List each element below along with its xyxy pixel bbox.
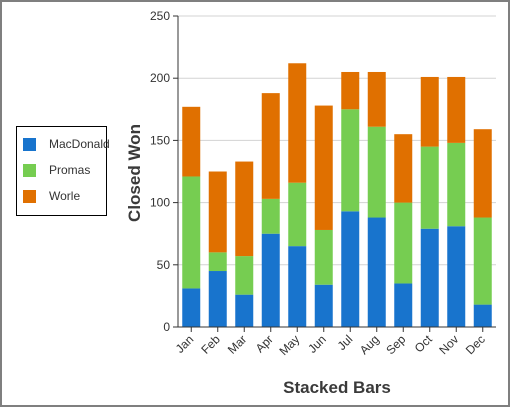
bar-macdonald-sep xyxy=(394,283,413,327)
x-tick-label-dec: Dec xyxy=(463,332,488,357)
bar-macdonald-feb xyxy=(208,271,227,327)
bar-promas-jun xyxy=(314,229,333,285)
bar-worle-jul xyxy=(341,71,360,110)
bar-promas-may xyxy=(288,182,307,247)
x-tick-label-nov: Nov xyxy=(436,332,461,357)
bar-macdonald-aug xyxy=(367,217,386,327)
bar-worle-oct xyxy=(420,76,439,147)
legend-label-macdonald: MacDonald xyxy=(49,137,110,151)
legend-swatch-worle xyxy=(23,190,36,203)
gridlines xyxy=(178,15,496,266)
bar-worle-jan xyxy=(182,106,201,177)
x-tick-label-jul: Jul xyxy=(335,332,356,353)
x-tick-label-apr: Apr xyxy=(253,332,276,355)
x-tick-label-may: May xyxy=(276,332,302,358)
legend-label-worle: Worle xyxy=(49,189,81,203)
bar-promas-mar xyxy=(235,256,254,295)
bar-worle-nov xyxy=(447,76,466,143)
bar-worle-apr xyxy=(261,93,280,199)
x-tick-label-mar: Mar xyxy=(225,332,250,357)
bar-promas-oct xyxy=(420,146,439,229)
bar-macdonald-dec xyxy=(473,304,492,327)
bar-promas-feb xyxy=(208,252,227,272)
bar-worle-feb xyxy=(208,171,227,253)
bar-promas-apr xyxy=(261,198,280,234)
bar-macdonald-mar xyxy=(235,294,254,327)
y-tick-label: 250 xyxy=(150,9,170,23)
y-tick-labels: 0 50 100 150 200 250 xyxy=(150,9,170,334)
axes xyxy=(173,15,496,332)
x-tick-label-jan: Jan xyxy=(173,332,197,356)
bar-worle-mar xyxy=(235,161,254,257)
bar-macdonald-may xyxy=(288,246,307,327)
bar-macdonald-apr xyxy=(261,233,280,327)
bar-promas-jul xyxy=(341,109,360,212)
y-tick-label: 150 xyxy=(150,133,170,147)
legend-label-promas: Promas xyxy=(49,163,91,177)
y-tick-label: 200 xyxy=(150,71,170,85)
y-tick-label: 0 xyxy=(163,320,170,334)
x-tick-label-jun: Jun xyxy=(305,332,329,356)
legend-swatch-macdonald xyxy=(23,138,36,151)
legend-swatch-promas xyxy=(23,164,36,177)
bar-promas-sep xyxy=(394,202,413,284)
bar-macdonald-jun xyxy=(314,284,333,327)
bars xyxy=(182,63,492,327)
x-tick-label-oct: Oct xyxy=(412,332,436,356)
x-tick-labels: Jan Feb Mar Apr May Jun Jul Aug Sep Oct Nov Dec xyxy=(173,332,488,358)
x-tick-label-feb: Feb xyxy=(198,332,223,357)
bar-promas-aug xyxy=(367,126,386,218)
bar-macdonald-oct xyxy=(420,228,439,327)
legend: MacDonald Promas Worle xyxy=(16,126,110,216)
y-axis-title: Closed Won xyxy=(125,124,144,222)
bar-worle-aug xyxy=(367,71,386,127)
bar-macdonald-nov xyxy=(447,226,466,327)
bar-worle-jun xyxy=(314,105,333,230)
bar-macdonald-jul xyxy=(341,211,360,327)
x-tick-label-aug: Aug xyxy=(357,332,382,357)
x-tick-label-sep: Sep xyxy=(383,332,408,357)
y-tick-label: 50 xyxy=(157,258,171,272)
bar-worle-may xyxy=(288,63,307,183)
bar-promas-jan xyxy=(182,176,201,289)
bar-worle-sep xyxy=(394,134,413,203)
bar-macdonald-jan xyxy=(182,288,201,327)
y-tick-label: 100 xyxy=(150,196,170,210)
bar-worle-dec xyxy=(473,129,492,218)
x-axis-title: Stacked Bars xyxy=(283,378,391,397)
bar-promas-nov xyxy=(447,142,466,227)
bar-promas-dec xyxy=(473,217,492,305)
